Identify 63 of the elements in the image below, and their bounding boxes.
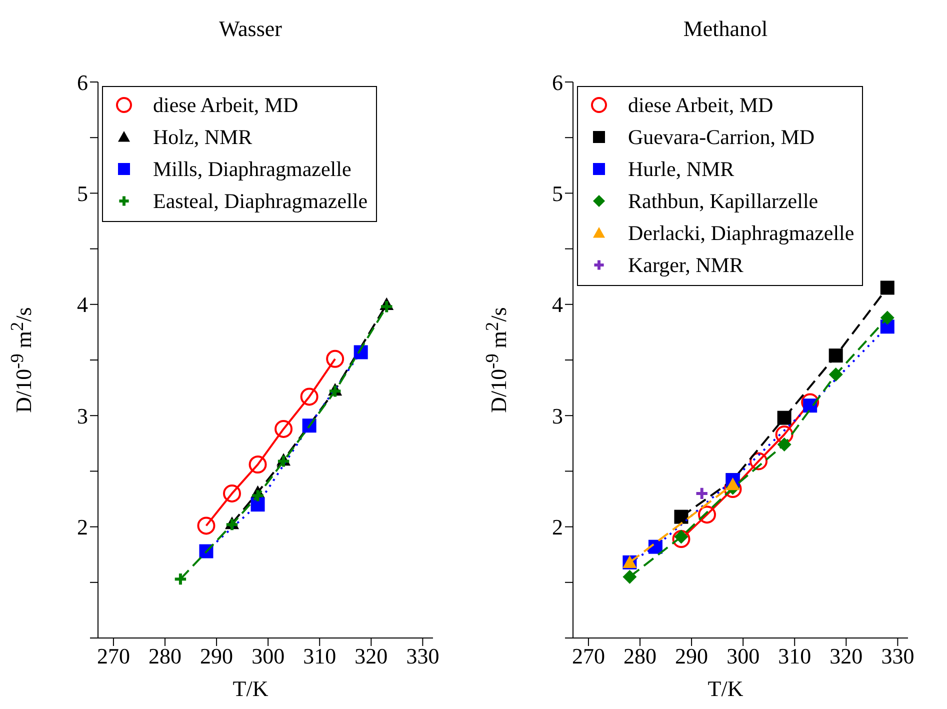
- legend-label: Hurle, NMR: [628, 156, 734, 182]
- x-tick-label: 270: [572, 644, 605, 669]
- point: [173, 572, 188, 586]
- point: [250, 498, 265, 512]
- point: [880, 310, 894, 325]
- x-axis-title: T/K: [232, 676, 270, 702]
- point: [777, 438, 792, 452]
- point: [326, 350, 344, 368]
- y-tick-label: 3: [552, 403, 563, 428]
- point: [672, 530, 690, 548]
- point: [828, 367, 843, 382]
- legend-label: Karger, NMR: [628, 252, 744, 278]
- point: [300, 388, 318, 406]
- y-tick-label: 2: [77, 514, 88, 540]
- point: [775, 426, 794, 444]
- point: [250, 488, 265, 503]
- point: [276, 454, 291, 468]
- point: [622, 570, 637, 584]
- point: [223, 484, 241, 502]
- x-tick-label: 300: [726, 644, 760, 669]
- point: [698, 506, 716, 524]
- y-tick-label: 5: [552, 181, 563, 206]
- x-tick-label: 330: [406, 644, 440, 669]
- legend-label: diese Arbeit, MD: [628, 92, 774, 118]
- point: [674, 510, 688, 524]
- point: [750, 452, 768, 470]
- x-tick-label: 290: [675, 644, 708, 669]
- point: [828, 348, 843, 363]
- point: [248, 456, 267, 474]
- x-tick-label: 290: [200, 644, 234, 669]
- chart-title: Methanol: [682, 16, 769, 42]
- legend-label: Derlacki, Diaphragmazelle: [628, 220, 854, 246]
- y-tick-label: 6: [552, 70, 563, 95]
- x-tick-label: 310: [303, 644, 336, 669]
- x-tick-label: 280: [148, 644, 182, 669]
- point: [380, 300, 394, 314]
- legend-label: Easteal, Diaphragmazelle: [153, 188, 368, 214]
- point: [197, 516, 216, 535]
- point: [274, 420, 293, 438]
- x-tick-label: 310: [778, 644, 812, 669]
- x-tick-label: 320: [830, 644, 863, 669]
- chart-title: Wasser: [218, 16, 283, 42]
- x-tick-label: 330: [881, 644, 914, 669]
- legend-label: Mills, Diaphragmazelle: [153, 156, 352, 182]
- point: [694, 486, 709, 501]
- point: [880, 280, 894, 295]
- y-tick-label: 5: [77, 181, 88, 206]
- x-tick-label: 300: [252, 644, 285, 669]
- point: [777, 410, 792, 425]
- y-tick-label: 6: [77, 70, 88, 95]
- y-tick-label: 4: [552, 292, 563, 318]
- y-tick-label: 2: [552, 514, 563, 540]
- legend-label: Guevara-Carrion, MD: [628, 124, 815, 150]
- y-tick-label: 4: [77, 292, 88, 318]
- x-axis-title: T/K: [706, 676, 744, 702]
- legend-label: Holz, NMR: [153, 124, 252, 150]
- x-tick-label: 280: [624, 644, 656, 669]
- x-tick-label: 320: [354, 644, 388, 669]
- legend-label: Rathbun, Kapillarzelle: [628, 188, 818, 214]
- legend-label: diese Arbeit, MD: [153, 92, 298, 118]
- point: [328, 384, 342, 398]
- y-tick-label: 3: [77, 403, 88, 428]
- x-tick-label: 270: [96, 644, 130, 669]
